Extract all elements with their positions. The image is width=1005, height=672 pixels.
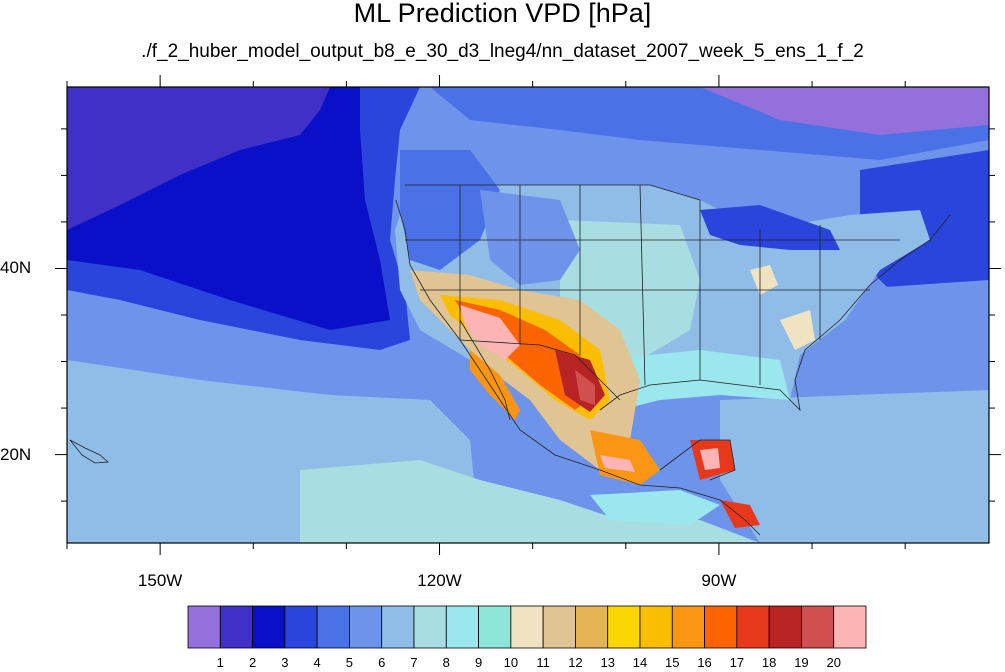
colorbar-tick-label: 15 xyxy=(665,655,680,670)
lon-label: 150W xyxy=(137,571,183,590)
colorbar-swatch xyxy=(704,605,738,649)
colorbar-tick-label: 6 xyxy=(378,655,386,670)
colorbar-tick-label: 2 xyxy=(248,655,257,670)
field-tropical-pacific xyxy=(300,460,760,543)
field-gulf-coast xyxy=(600,350,790,410)
colorbar-swatch xyxy=(575,605,609,649)
field-southern-mexico-peak xyxy=(600,455,635,472)
field-mexico-plateau-peak xyxy=(575,370,595,405)
field-caribbean xyxy=(720,390,989,543)
state-lines xyxy=(405,184,900,386)
colorbar-swatch xyxy=(316,605,350,649)
colorbar-swatch xyxy=(639,605,673,649)
lon-label: 90W xyxy=(701,571,737,590)
field-southeast-spot xyxy=(780,310,815,350)
coastline-gulf xyxy=(599,214,951,412)
colorbar-tick-label: 20 xyxy=(826,655,841,670)
colorbar-tick-label: 10 xyxy=(503,655,519,670)
colorbar-swatch xyxy=(510,605,544,649)
colorbar-tick-label: 14 xyxy=(632,655,648,670)
colorbar-swatch xyxy=(349,605,383,649)
lat-label: 20N xyxy=(0,444,32,464)
coastline-north-america xyxy=(395,199,761,536)
us-canada-border xyxy=(405,184,701,201)
field-yucatan-peak xyxy=(700,448,720,470)
colorbar-swatch xyxy=(219,605,253,649)
hawaii xyxy=(69,439,109,464)
field-alaska-gulf xyxy=(67,87,330,230)
lat-label: 40N xyxy=(0,258,32,278)
colorbar-swatch xyxy=(284,605,318,649)
colorbar-swatch xyxy=(542,605,576,649)
colorbar-swatch xyxy=(768,605,802,649)
colorbar-swatch xyxy=(445,605,479,649)
colorbar-tick-label: 7 xyxy=(410,655,418,670)
land-boundaries xyxy=(69,184,951,536)
field-southwest-peak xyxy=(460,305,520,360)
coastline-baja xyxy=(459,319,511,421)
colorbar-swatch xyxy=(736,605,770,649)
field-central-america xyxy=(720,500,760,528)
colorbar-tick-label: 18 xyxy=(761,655,777,670)
colorbar-swatch xyxy=(187,605,221,649)
colorbar-tick-label: 5 xyxy=(345,655,354,670)
colorbar-swatch xyxy=(607,605,641,649)
colorbar-tick-label: 3 xyxy=(281,655,289,670)
map-subtitle: ./f_2_huber_model_output_b8_e_30_d3_lneg… xyxy=(141,41,864,62)
colorbar-tick-label: 1 xyxy=(216,655,224,670)
map-title: ML Prediction VPD [hPa] xyxy=(353,0,652,28)
colorbar-tick-label: 16 xyxy=(697,655,712,670)
colorbar-tick-label: 17 xyxy=(729,655,745,670)
lon-label: 120W xyxy=(417,571,462,590)
field-southern-mexico xyxy=(590,430,660,485)
map-ticks xyxy=(55,75,1001,555)
field-baja-arm xyxy=(470,350,520,420)
field-great-lakes xyxy=(700,205,840,250)
us-mexico-border xyxy=(459,339,621,401)
colorbar-tick-label: 12 xyxy=(568,655,583,670)
colorbar-swatch xyxy=(478,605,512,649)
colorbar-tick-label: 19 xyxy=(794,655,809,670)
colorbar-tick-label: 4 xyxy=(313,655,321,670)
colorbar-tick-label: 8 xyxy=(442,655,450,670)
field-hudson-region xyxy=(700,87,989,135)
field-equatorial-band xyxy=(590,490,720,525)
coastline-yucatan xyxy=(659,439,736,481)
colorbar-swatch xyxy=(671,605,705,649)
field-rockies xyxy=(480,190,580,285)
colorbar-swatch xyxy=(252,605,286,649)
colorbar-swatch xyxy=(801,605,835,649)
colorbar-tick-label: 13 xyxy=(600,655,615,670)
colorbar-swatch xyxy=(381,605,415,649)
field-ozark-spot xyxy=(750,265,778,295)
colorbar-swatch xyxy=(833,605,867,649)
colorbar-tick-label: 9 xyxy=(474,655,483,670)
field-atlantic-mid xyxy=(830,280,989,420)
colorbar-swatch xyxy=(413,605,447,649)
colorbar-tick-label: 11 xyxy=(536,655,550,670)
